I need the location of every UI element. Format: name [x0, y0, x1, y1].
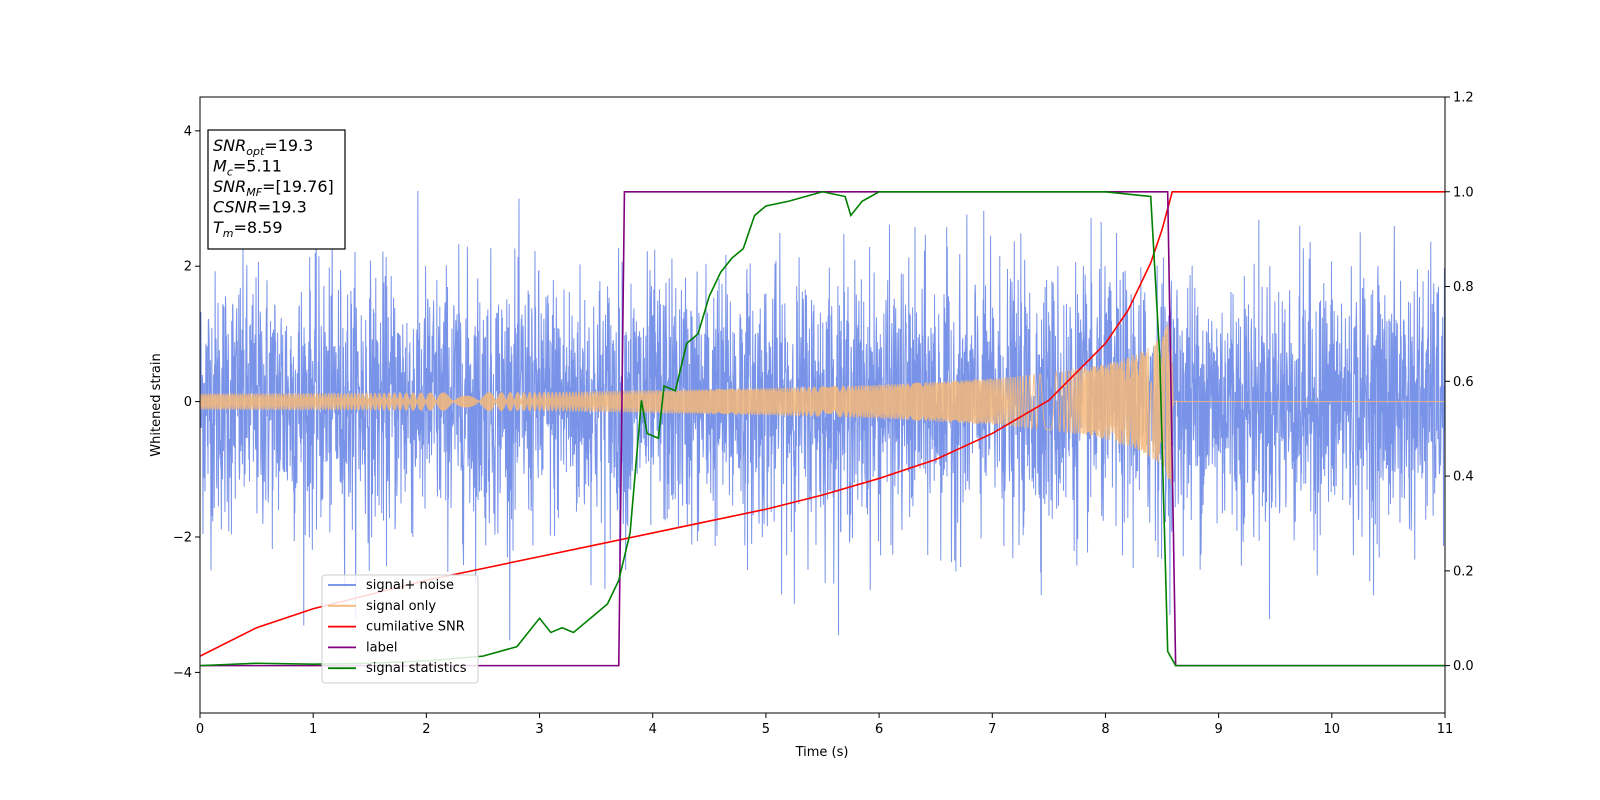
info-box-line: Tm=8.59 — [213, 218, 283, 240]
legend-label: signal only — [366, 599, 436, 614]
series-signal-only-line — [200, 324, 1445, 485]
y-right-tick-label: 0.6 — [1453, 375, 1474, 390]
x-tick-label: 6 — [875, 722, 883, 737]
info-box-line: SNRMF=[19.76] — [213, 177, 334, 199]
legend-label: label — [366, 640, 397, 655]
info-box: SNRopt=19.3Mc=5.11SNRMF=[19.76]CSNR=19.3… — [207, 129, 346, 250]
y-left-tick-label: 2 — [184, 260, 192, 275]
y-left-tick-label: 4 — [184, 124, 192, 139]
y-right-tick-label: 1.0 — [1453, 185, 1474, 200]
info-box-line: CSNR=19.3 — [213, 198, 307, 217]
y-right-tick-label: 0.2 — [1453, 564, 1474, 579]
x-tick-label: 8 — [1101, 722, 1109, 737]
y-left-axis-ticks: −4 −2 0 2 4 — [173, 124, 200, 681]
x-tick-label: 7 — [988, 722, 996, 737]
y-right-axis-ticks: 0.0 0.2 0.4 0.6 0.8 1.0 1.2 — [1445, 91, 1474, 674]
y-axis-label: Whitened strain — [149, 353, 164, 456]
x-tick-label: 9 — [1214, 722, 1222, 737]
series-signal-noise-line — [200, 190, 1445, 641]
info-box-line: Mc=5.11 — [213, 157, 282, 179]
y-right-tick-label: 0.4 — [1453, 470, 1474, 485]
x-tick-label: 4 — [649, 722, 657, 737]
y-right-tick-label: 0.8 — [1453, 280, 1474, 295]
x-axis-ticks: 0 1 2 3 4 5 6 7 8 9 10 11 — [196, 713, 1453, 737]
x-tick-label: 11 — [1437, 722, 1454, 737]
series-layer — [200, 190, 1445, 667]
x-tick-label: 3 — [535, 722, 543, 737]
legend: signal+ noise signal only cumilative SNR la… — [321, 574, 479, 684]
x-tick-label: 0 — [196, 722, 204, 737]
x-tick-label: 2 — [422, 722, 430, 737]
y-left-tick-label: −4 — [173, 666, 192, 681]
legend-label: signal+ noise — [366, 578, 454, 593]
info-box-frame — [207, 129, 346, 250]
series-signal-statistics-line — [200, 190, 1445, 667]
y-left-tick-label: 0 — [184, 395, 192, 410]
x-tick-label: 5 — [762, 722, 770, 737]
legend-frame — [321, 574, 479, 684]
info-box-line: SNRopt=19.3 — [213, 136, 313, 158]
x-axis-label: Time (s) — [795, 745, 849, 760]
plot-frame — [199, 96, 1446, 714]
legend-label: cumilative SNR — [366, 620, 465, 635]
y-left-tick-label: −2 — [173, 531, 192, 546]
x-tick-label: 10 — [1324, 722, 1341, 737]
y-right-tick-label: 0.0 — [1453, 659, 1474, 674]
y-right-tick-label: 1.2 — [1453, 91, 1474, 106]
legend-label: signal statistics — [366, 661, 467, 676]
x-tick-label: 1 — [309, 722, 317, 737]
